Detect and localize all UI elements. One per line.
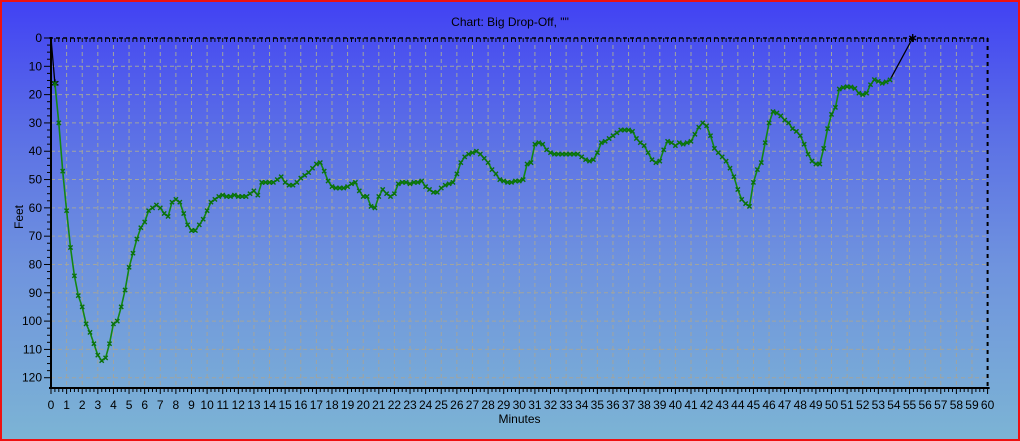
- svg-text:60: 60: [981, 398, 995, 412]
- svg-text:51: 51: [840, 398, 854, 412]
- svg-text:37: 37: [622, 398, 636, 412]
- svg-text:30: 30: [29, 116, 43, 130]
- svg-text:42: 42: [700, 398, 714, 412]
- y-tick-labels: 0 10 20 30 40 50 60 70 80 90 100 110 120: [22, 31, 42, 385]
- svg-text:58: 58: [950, 398, 964, 412]
- svg-text:26: 26: [450, 398, 464, 412]
- x-tick-labels: 0 1 2 3 4 5 6 7 8 9 10 11 12 13 14 15 16 17 18 19 20 21 22 23 24…: [48, 398, 995, 412]
- svg-text:19: 19: [341, 398, 355, 412]
- svg-text:56: 56: [918, 398, 932, 412]
- svg-text:6: 6: [141, 398, 148, 412]
- svg-text:29: 29: [497, 398, 511, 412]
- svg-text:30: 30: [513, 398, 527, 412]
- svg-text:0: 0: [35, 31, 42, 45]
- svg-text:47: 47: [778, 398, 792, 412]
- svg-text:57: 57: [934, 398, 948, 412]
- svg-text:59: 59: [965, 398, 979, 412]
- svg-text:55: 55: [903, 398, 917, 412]
- svg-text:35: 35: [591, 398, 605, 412]
- svg-text:20: 20: [357, 398, 371, 412]
- svg-text:53: 53: [872, 398, 886, 412]
- svg-text:46: 46: [762, 398, 776, 412]
- svg-text:40: 40: [669, 398, 683, 412]
- svg-text:110: 110: [23, 342, 42, 356]
- svg-text:4: 4: [110, 398, 117, 412]
- svg-text:43: 43: [716, 398, 730, 412]
- svg-text:40: 40: [29, 144, 43, 158]
- axis-ticks: [44, 37, 989, 394]
- svg-text:10: 10: [29, 59, 43, 73]
- svg-text:80: 80: [29, 257, 43, 271]
- svg-text:2: 2: [79, 398, 86, 412]
- svg-text:11: 11: [216, 398, 229, 412]
- entry-exit-segments: [50, 34, 917, 88]
- svg-text:20: 20: [29, 88, 43, 102]
- svg-text:10: 10: [200, 398, 214, 412]
- svg-text:54: 54: [887, 398, 901, 412]
- svg-text:3: 3: [94, 398, 101, 412]
- svg-text:44: 44: [731, 398, 745, 412]
- svg-text:33: 33: [559, 398, 573, 412]
- svg-text:17: 17: [310, 398, 324, 412]
- svg-text:22: 22: [388, 398, 402, 412]
- svg-text:31: 31: [528, 398, 542, 412]
- svg-text:38: 38: [638, 398, 652, 412]
- svg-text:28: 28: [481, 398, 495, 412]
- svg-text:48: 48: [794, 398, 808, 412]
- plot-borders: [49, 37, 990, 389]
- svg-text:50: 50: [29, 173, 43, 187]
- chart-title: Chart: Big Drop-Off, "": [451, 15, 569, 29]
- svg-text:1: 1: [63, 398, 70, 412]
- svg-text:12: 12: [232, 398, 246, 412]
- svg-text:52: 52: [856, 398, 870, 412]
- svg-text:50: 50: [825, 398, 839, 412]
- svg-text:32: 32: [544, 398, 558, 412]
- svg-text:120: 120: [22, 371, 42, 385]
- svg-text:39: 39: [653, 398, 667, 412]
- svg-text:7: 7: [157, 398, 164, 412]
- svg-text:90: 90: [29, 286, 43, 300]
- svg-text:60: 60: [29, 201, 43, 215]
- svg-text:45: 45: [747, 398, 761, 412]
- svg-text:41: 41: [684, 398, 698, 412]
- svg-text:13: 13: [247, 398, 261, 412]
- gridlines: [51, 38, 988, 388]
- svg-text:8: 8: [173, 398, 180, 412]
- dive-profile-series: [52, 77, 893, 364]
- svg-text:0: 0: [48, 398, 55, 412]
- svg-text:15: 15: [278, 398, 292, 412]
- svg-text:27: 27: [466, 398, 480, 412]
- svg-text:36: 36: [606, 398, 620, 412]
- svg-text:100: 100: [22, 314, 42, 328]
- svg-text:24: 24: [419, 398, 433, 412]
- svg-text:16: 16: [294, 398, 308, 412]
- svg-text:49: 49: [809, 398, 823, 412]
- svg-text:34: 34: [575, 398, 589, 412]
- svg-text:14: 14: [263, 398, 277, 412]
- svg-text:23: 23: [403, 398, 417, 412]
- svg-text:25: 25: [435, 398, 449, 412]
- svg-text:18: 18: [325, 398, 339, 412]
- svg-text:9: 9: [188, 398, 195, 412]
- svg-text:70: 70: [29, 229, 43, 243]
- svg-text:5: 5: [126, 398, 133, 412]
- x-axis-title: Minutes: [498, 412, 541, 426]
- svg-text:21: 21: [372, 398, 386, 412]
